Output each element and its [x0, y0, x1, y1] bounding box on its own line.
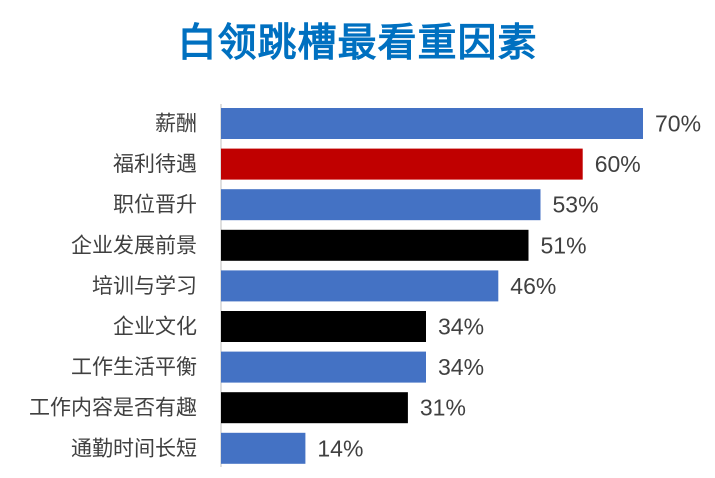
- category-label: 职位晋升: [113, 193, 197, 217]
- category-label: 福利待遇: [113, 152, 197, 176]
- category-label: 工作内容是否有趣: [29, 396, 197, 420]
- bar: [221, 392, 408, 424]
- category-label: 通勤时间长短: [71, 436, 197, 460]
- bar: [221, 189, 541, 221]
- value-label: 60%: [595, 151, 641, 177]
- value-label: 31%: [420, 395, 466, 421]
- bar: [221, 432, 306, 464]
- value-label: 14%: [317, 435, 363, 461]
- category-label: 企业发展前景: [71, 233, 197, 257]
- value-label: 51%: [541, 232, 587, 258]
- value-label: 53%: [553, 192, 599, 218]
- bar: [221, 148, 583, 180]
- chart-title: 白领跳槽最看重因素: [177, 21, 538, 66]
- bar: [221, 270, 499, 302]
- bar: [221, 351, 426, 383]
- bar: [221, 108, 643, 139]
- category-label: 企业文化: [113, 315, 197, 339]
- value-label: 70%: [655, 111, 701, 137]
- value-label: 46%: [510, 273, 556, 299]
- bar: [221, 311, 426, 342]
- value-label: 34%: [438, 354, 484, 380]
- value-label: 34%: [438, 314, 484, 340]
- category-label: 工作生活平衡: [71, 355, 197, 379]
- category-label: 培训与学习: [92, 274, 197, 298]
- category-label: 薪酬: [155, 112, 197, 136]
- bar: [221, 229, 529, 261]
- bars-group: 薪酬 70% 福利待遇 60% 职位晋升 53% 企业发展前景 51% 培训与学习 46% 企业文化…: [29, 108, 701, 464]
